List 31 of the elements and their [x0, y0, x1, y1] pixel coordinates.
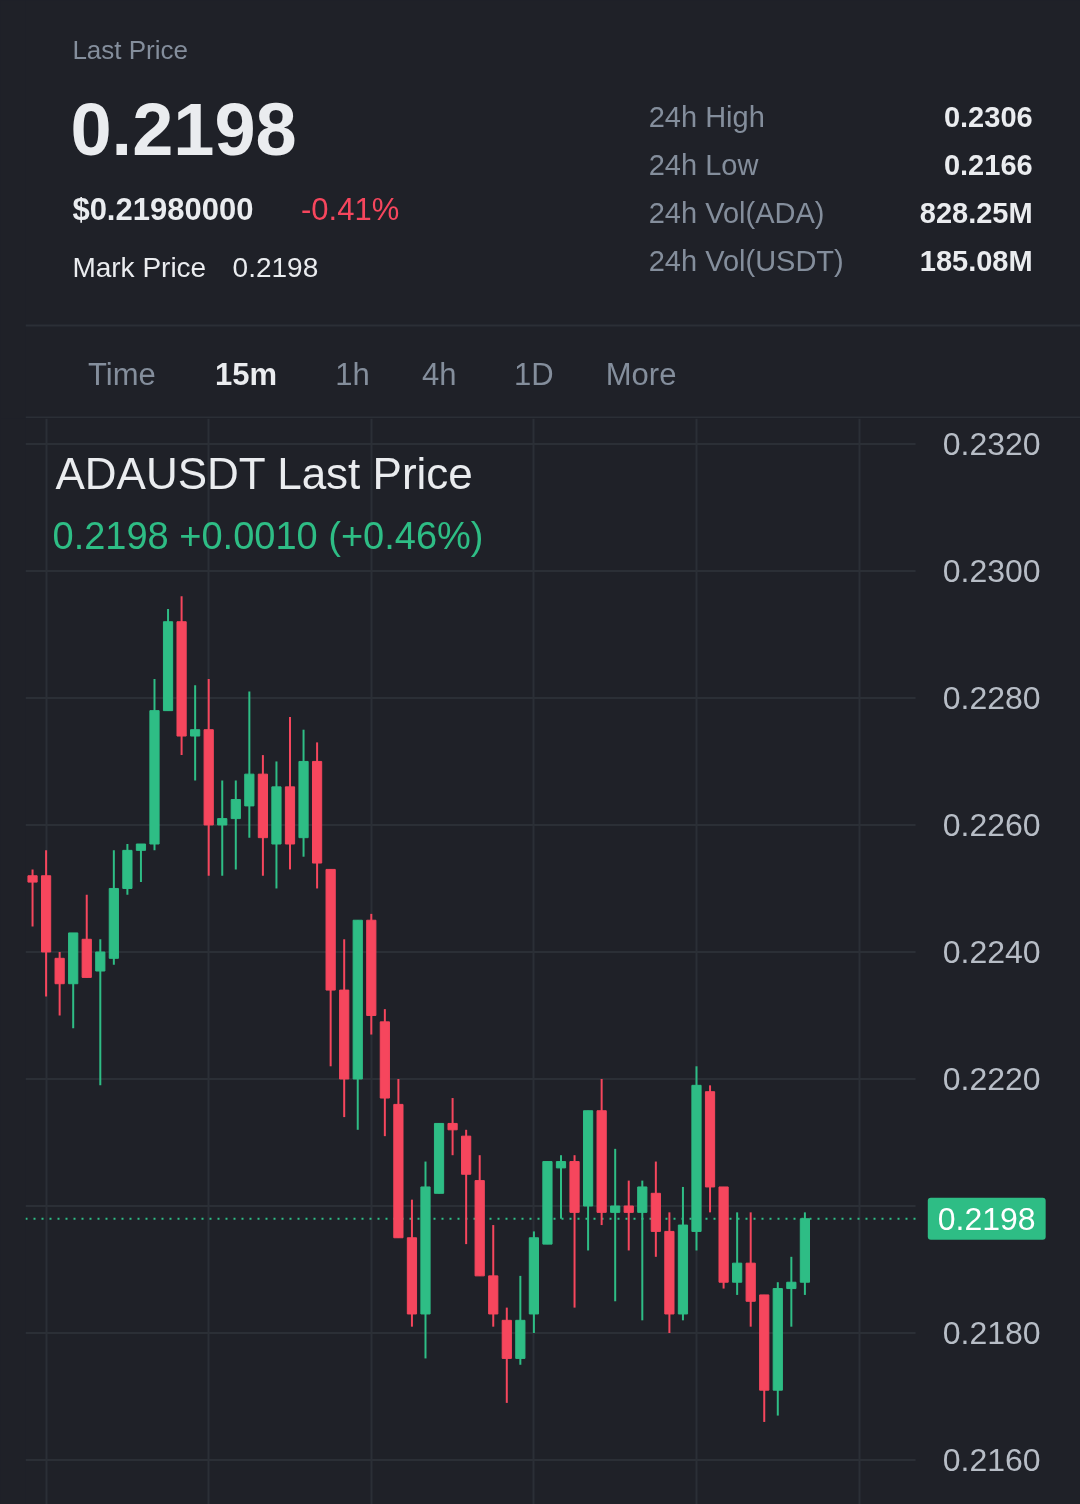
y-tick-label: 0.2220: [942, 1060, 1041, 1097]
text: 0.2198: [70, 87, 297, 171]
text: Mark Price: [72, 252, 207, 283]
text: 4h: [422, 357, 457, 392]
text: 24h Vol(USDT): [648, 244, 844, 277]
y-tick-label: 0.2240: [942, 933, 1041, 970]
text: 185.08M: [919, 244, 1033, 277]
text: 15m: [215, 357, 278, 392]
text: 1D: [513, 357, 554, 392]
text: Last Price: [72, 34, 188, 65]
y-tick-label: 0.2300: [942, 552, 1041, 589]
y-tick-label: 0.2320: [942, 425, 1041, 462]
text: 0.2306: [943, 100, 1033, 133]
text: 24h High: [648, 100, 765, 133]
text: 0.2198: [232, 252, 319, 283]
text: Time: [88, 357, 156, 392]
text: ADAUSDT Last Price: [55, 449, 473, 498]
y-tick-label: 0.2260: [942, 806, 1041, 843]
text: $0.21980000: [72, 192, 254, 227]
y-tick-label: 0.2160: [942, 1442, 1041, 1479]
text: 828.25M: [919, 196, 1033, 229]
text: More: [605, 357, 677, 392]
text: 24h Vol(ADA): [648, 196, 825, 229]
text: -0.41%: [300, 192, 400, 227]
text: 24h Low: [648, 148, 760, 181]
text: 0.2166: [943, 148, 1033, 181]
text: 1h: [335, 357, 370, 392]
text: 0.2198 +0.0010 (+0.46%): [52, 514, 484, 557]
y-tick-label: 0.2280: [942, 679, 1041, 716]
ref-line-label: 0.2198: [937, 1200, 1036, 1237]
y-tick-label: 0.2180: [942, 1315, 1041, 1352]
